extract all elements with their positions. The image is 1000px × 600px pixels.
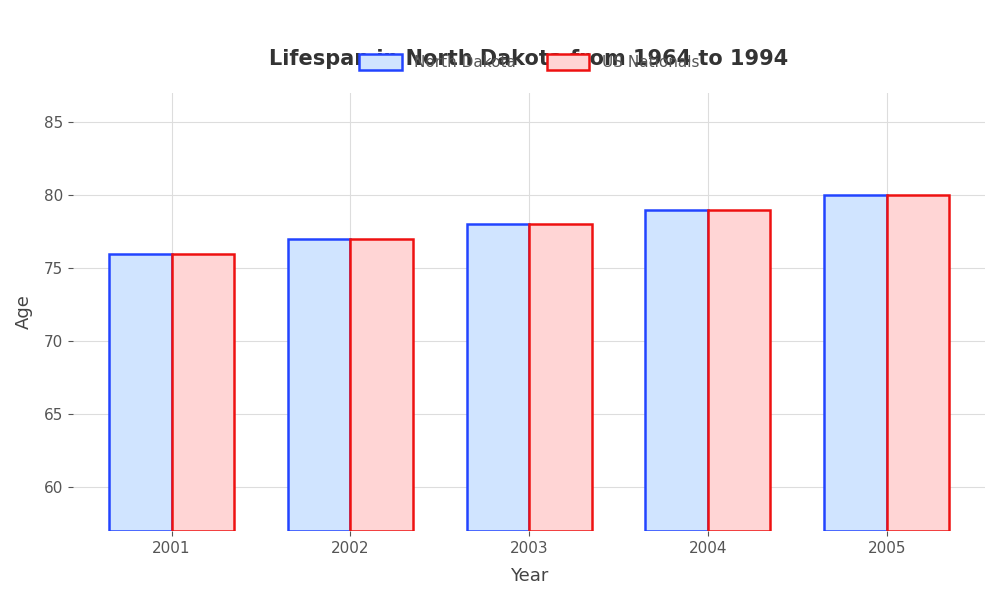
Title: Lifespan in North Dakota from 1964 to 1994: Lifespan in North Dakota from 1964 to 19… xyxy=(269,49,789,69)
Bar xyxy=(172,254,234,531)
Bar xyxy=(645,209,708,531)
Y-axis label: Age: Age xyxy=(15,295,33,329)
X-axis label: Year: Year xyxy=(510,567,548,585)
Bar xyxy=(288,239,350,531)
Bar xyxy=(708,209,770,531)
Legend: North Dakota, US Nationals: North Dakota, US Nationals xyxy=(353,48,705,76)
Bar xyxy=(109,254,172,531)
Bar xyxy=(350,239,413,531)
Bar xyxy=(529,224,592,531)
Bar xyxy=(467,224,529,531)
Bar xyxy=(887,195,949,531)
Bar xyxy=(824,195,887,531)
